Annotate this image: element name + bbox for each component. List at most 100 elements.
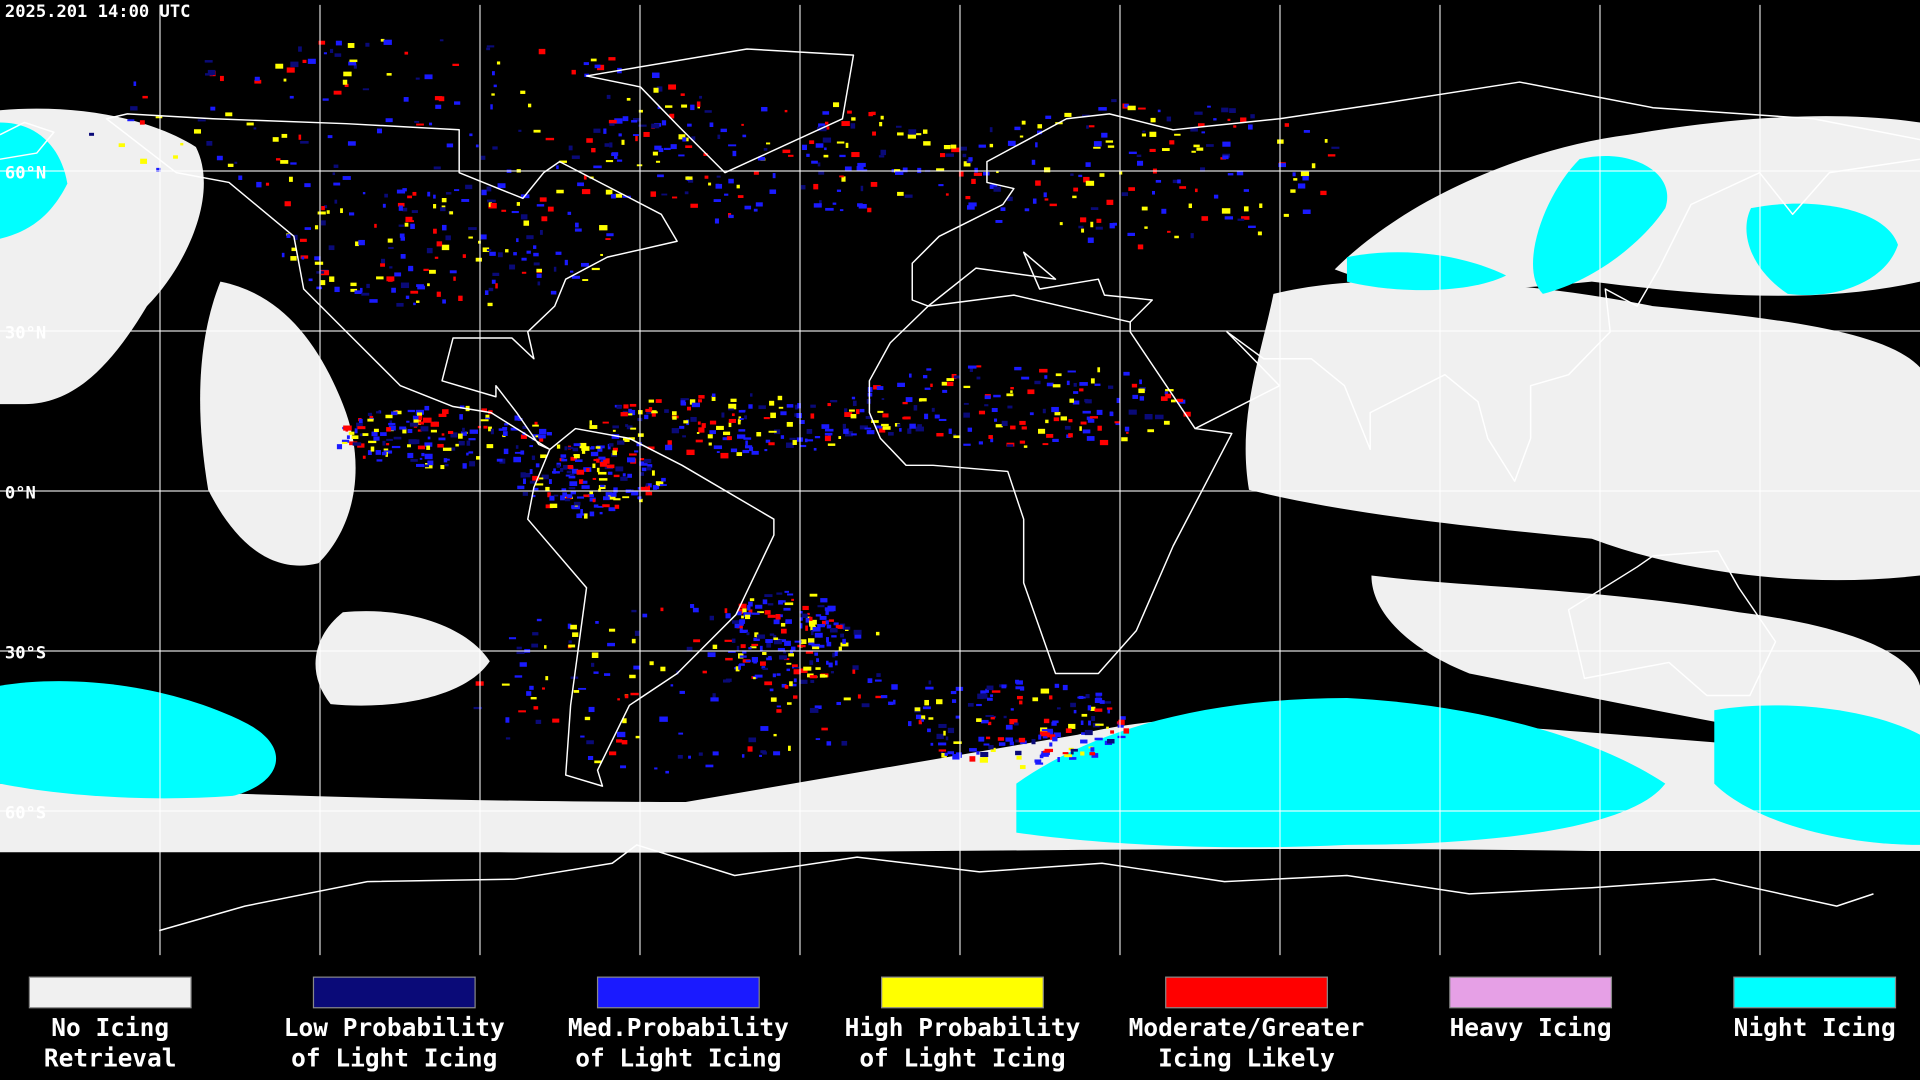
- icing-pixel: [1005, 724, 1013, 730]
- icing-pixel: [487, 199, 494, 202]
- icing-pixel: [508, 637, 517, 640]
- icing-pixel: [422, 464, 430, 468]
- icing-pixel: [371, 431, 378, 437]
- icing-pixel: [745, 440, 748, 446]
- icing-pixel: [1084, 729, 1093, 736]
- icing-pixel: [768, 442, 775, 446]
- icing-pixel: [362, 192, 366, 195]
- legend-swatch: [1733, 976, 1897, 1009]
- icing-pixel: [1115, 421, 1121, 426]
- icing-pixel: [976, 703, 982, 707]
- icing-pixel: [1090, 706, 1096, 712]
- legend-label: Heavy Icing: [1450, 1013, 1612, 1042]
- icing-pixel: [967, 703, 974, 707]
- icing-pixel: [399, 233, 405, 238]
- icing-pixel: [811, 643, 820, 647]
- icing-pixel: [505, 737, 511, 740]
- icing-pixel: [799, 420, 805, 425]
- legend-label: Retrieval: [44, 1044, 177, 1073]
- icing-pixel: [348, 61, 356, 66]
- icing-pixel: [545, 137, 555, 141]
- icing-pixel: [819, 200, 822, 205]
- icing-pixel: [690, 604, 695, 609]
- icing-pixel: [374, 223, 377, 228]
- icing-pixel: [581, 449, 586, 454]
- icing-pixel: [611, 152, 614, 157]
- icing-pixel: [484, 290, 489, 295]
- icing-pixel: [644, 414, 649, 420]
- icing-pixel: [580, 262, 589, 267]
- icing-pixel: [600, 484, 605, 488]
- icing-pixel: [777, 647, 785, 652]
- icing-pixel: [406, 420, 410, 423]
- icing-pixel: [575, 459, 583, 463]
- icing-pixel: [728, 178, 734, 184]
- icing-pixel: [758, 405, 766, 410]
- icing-pixel: [383, 39, 392, 45]
- icing-pixel: [1091, 716, 1096, 721]
- icing-pixel: [1035, 180, 1041, 186]
- icing-pixel: [326, 210, 330, 214]
- icing-pixel: [748, 647, 752, 650]
- icing-pixel: [813, 447, 817, 451]
- icing-pixel: [461, 198, 470, 202]
- icing-pixel: [812, 626, 821, 632]
- legend-label: Med.Probability: [568, 1013, 789, 1042]
- icing-pixel: [537, 281, 541, 286]
- icing-pixel: [680, 398, 689, 401]
- icing-pixel: [759, 645, 763, 652]
- icing-pixel: [589, 491, 594, 495]
- icing-pixel: [1141, 133, 1147, 137]
- icing-pixel: [988, 435, 993, 439]
- icing-pixel: [611, 152, 619, 156]
- icing-pixel: [705, 764, 714, 768]
- icing-pixel: [608, 495, 616, 500]
- icing-pixel: [430, 429, 437, 433]
- icing-pixel: [513, 252, 517, 256]
- icing-pixel: [751, 450, 759, 455]
- icing-pixel: [920, 398, 927, 402]
- icing-pixel: [445, 192, 452, 195]
- icing-pixel: [1090, 747, 1095, 752]
- icing-pixel: [489, 251, 496, 256]
- icing-pixel: [905, 397, 913, 403]
- icing-pixel: [738, 603, 747, 609]
- icing-pixel: [578, 479, 584, 484]
- icing-pixel: [941, 381, 949, 386]
- icing-pixel: [685, 176, 693, 180]
- icing-pixel: [539, 229, 543, 235]
- icing-pixel: [1097, 425, 1102, 431]
- icing-pixel: [307, 58, 316, 64]
- icing-pixel: [514, 675, 523, 678]
- icing-pixel: [316, 286, 323, 290]
- icing-pixel: [591, 662, 595, 667]
- icing-pixel: [615, 193, 623, 198]
- icing-pixel: [1042, 443, 1049, 446]
- icing-pixel: [410, 223, 415, 229]
- icing-pixel: [794, 640, 802, 643]
- icing-pixel: [348, 431, 355, 435]
- icing-pixel: [488, 201, 492, 207]
- icing-pixel: [581, 446, 590, 451]
- icing-pixel: [488, 426, 492, 432]
- icing-pixel: [591, 148, 596, 153]
- icing-pixel: [526, 250, 531, 254]
- icing-pixel: [1087, 237, 1094, 243]
- icing-pixel: [424, 74, 433, 80]
- icing-pixel: [1029, 412, 1034, 416]
- icing-pixel: [1081, 114, 1090, 117]
- icing-pixel: [388, 279, 393, 282]
- icing-pixel: [1237, 218, 1245, 221]
- icing-pixel: [1236, 170, 1244, 176]
- icing-pixel: [646, 483, 652, 488]
- icing-pixel: [786, 404, 794, 408]
- icing-pixel: [736, 645, 740, 652]
- icing-pixel: [567, 494, 573, 498]
- icing-pixel: [556, 165, 559, 170]
- icing-pixel: [738, 429, 746, 432]
- icing-pixel: [739, 655, 747, 658]
- icing-pixel: [441, 244, 450, 251]
- icing-pixel: [708, 442, 712, 446]
- icing-pixel: [840, 642, 849, 647]
- icing-pixel: [127, 119, 135, 122]
